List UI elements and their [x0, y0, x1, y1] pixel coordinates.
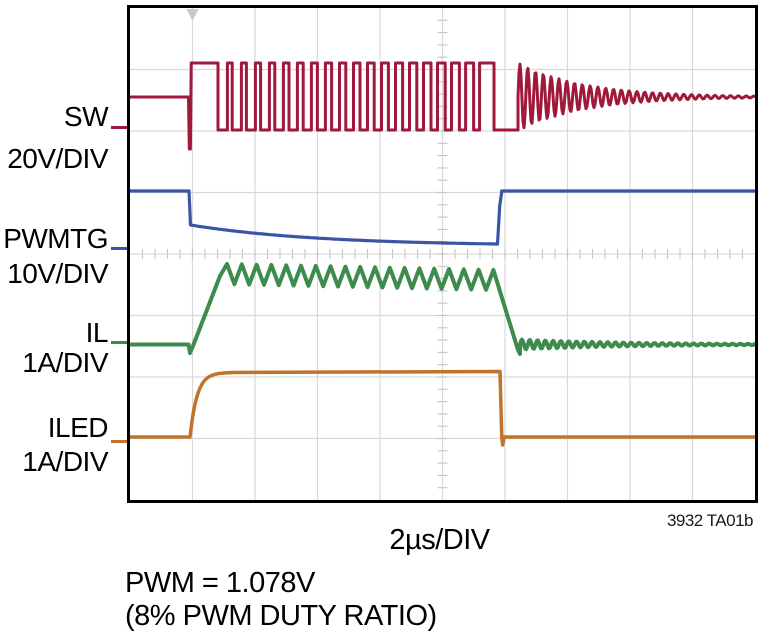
trace-scale-pwmtg: 10V/DIV [7, 258, 108, 289]
trace-scale-iled: 1A/DIV [22, 446, 108, 477]
trace-label-il: IL [85, 317, 109, 348]
il-waveform [130, 262, 755, 356]
trace-label-sw: SW [63, 101, 109, 132]
iled-level-marker [111, 440, 127, 443]
pwmtg-waveform [130, 189, 755, 246]
trace-label-pwmtg: PWMTG [3, 223, 108, 254]
il-level-marker [111, 341, 127, 344]
trigger-marker-icon [186, 9, 199, 21]
figure-id-note: 3932 TA01b [666, 511, 754, 530]
sw-level-marker [111, 126, 127, 129]
trace-label-iled: ILED [47, 412, 109, 443]
scope-plot [127, 5, 758, 503]
pwm-duty-ratio-caption: (8% PWM DUTY RATIO) [125, 600, 437, 632]
timebase-label: 2µs/DIV [389, 524, 490, 556]
trace-scale-sw: 20V/DIV [7, 143, 108, 174]
iled-waveform [130, 369, 755, 447]
pwm-voltage-caption: PWM = 1.078V [125, 567, 315, 599]
sw-waveform [130, 61, 755, 151]
pwmtg-level-marker [111, 247, 127, 250]
trace-scale-il: 1A/DIV [22, 347, 108, 378]
